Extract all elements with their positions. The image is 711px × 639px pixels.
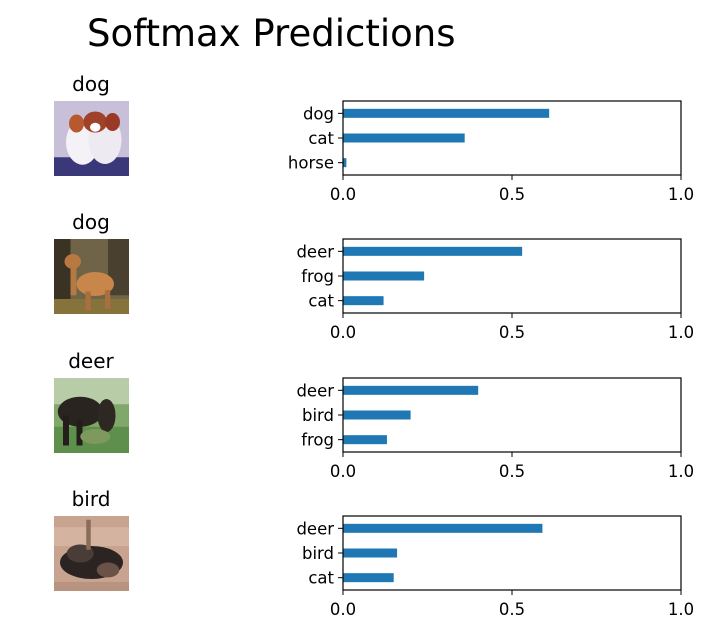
figure-title: Softmax Predictions bbox=[87, 12, 455, 55]
x-tick-label: 1.0 bbox=[668, 462, 694, 481]
x-tick-label: 1.0 bbox=[668, 600, 694, 619]
y-tick-label: bird bbox=[302, 544, 334, 563]
x-tick-label: 0.0 bbox=[330, 323, 356, 342]
prediction-bar bbox=[343, 523, 543, 533]
image-true-label: dog bbox=[72, 72, 110, 96]
y-tick-label: frog bbox=[301, 267, 334, 286]
prediction-bar bbox=[343, 158, 347, 168]
prediction-bar bbox=[343, 435, 387, 445]
image-true-label: deer bbox=[68, 349, 114, 373]
prediction-bar bbox=[343, 271, 425, 281]
prediction-bar bbox=[343, 573, 394, 583]
y-tick-label: deer bbox=[296, 242, 334, 261]
x-tick-label: 0.5 bbox=[499, 323, 525, 342]
prediction-bar bbox=[343, 548, 398, 558]
prediction-bar bbox=[343, 246, 523, 256]
prediction-bar-axes: dog cat horse 0.0 0.5 1.0 bbox=[288, 100, 694, 204]
y-tick-label: cat bbox=[308, 569, 334, 588]
prediction-bar bbox=[343, 410, 411, 420]
y-tick-label: deer bbox=[296, 519, 334, 538]
y-tick-label: horse bbox=[288, 154, 334, 173]
x-tick-label: 0.5 bbox=[499, 600, 525, 619]
image-true-label: bird bbox=[72, 487, 111, 511]
x-tick-label: 1.0 bbox=[668, 323, 694, 342]
dog-photo-thumbnail bbox=[54, 239, 129, 314]
x-tick-label: 0.0 bbox=[330, 600, 356, 619]
y-tick-label: frog bbox=[301, 431, 334, 450]
y-tick-label: deer bbox=[296, 381, 334, 400]
prediction-bar-axes: deer frog cat 0.0 0.5 1.0 bbox=[296, 238, 694, 342]
panels: dog dog cat horse 0.0 0.5 1.0 dog deer frog cat 0.0… bbox=[54, 72, 694, 619]
prediction-bar bbox=[343, 296, 384, 306]
image-true-label: dog bbox=[72, 210, 110, 234]
horse-photo-thumbnail bbox=[54, 378, 129, 453]
x-tick-label: 0.5 bbox=[499, 185, 525, 204]
y-tick-label: cat bbox=[308, 129, 334, 148]
x-tick-label: 0.0 bbox=[330, 462, 356, 481]
y-tick-label: cat bbox=[308, 292, 334, 311]
x-tick-label: 0.0 bbox=[330, 185, 356, 204]
prediction-bar bbox=[343, 385, 479, 395]
y-tick-label: dog bbox=[303, 104, 334, 123]
y-tick-label: bird bbox=[302, 406, 334, 425]
prediction-bar bbox=[343, 133, 465, 143]
prediction-bar-axes: deer bird cat 0.0 0.5 1.0 bbox=[296, 515, 694, 619]
prediction-bar bbox=[343, 108, 550, 118]
bird-photo-thumbnail bbox=[54, 516, 129, 591]
dog-photo-thumbnail bbox=[54, 101, 129, 176]
prediction-bar-axes: deer bird frog 0.0 0.5 1.0 bbox=[296, 377, 694, 481]
x-tick-label: 0.5 bbox=[499, 462, 525, 481]
x-tick-label: 1.0 bbox=[668, 185, 694, 204]
